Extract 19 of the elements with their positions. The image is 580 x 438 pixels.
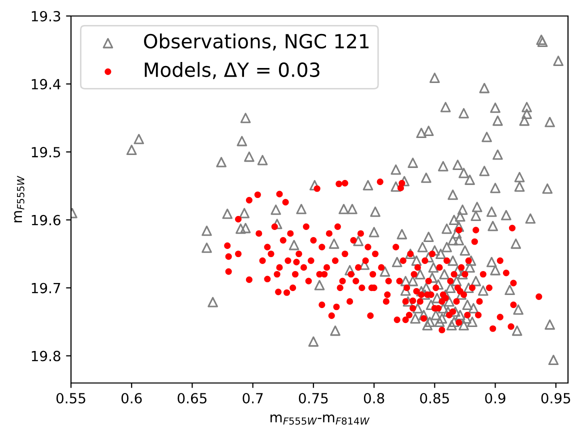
x-tick-label: 0.7 bbox=[242, 392, 263, 404]
legend-label: Models, ΔY = 0.03 bbox=[144, 62, 320, 80]
y-tick-label: 19.7 bbox=[32, 282, 60, 294]
y-tick-label: 19.8 bbox=[32, 350, 60, 362]
y-tick-label: 19.6 bbox=[32, 214, 60, 226]
y-axis-title: m$_{F555W}$ bbox=[14, 176, 24, 222]
y-tick-label: 19.3 bbox=[32, 10, 60, 22]
x-tick-label: 0.75 bbox=[298, 392, 328, 404]
x-tick-label: 0.85 bbox=[420, 392, 449, 404]
y-tick-label: 19.5 bbox=[32, 146, 60, 158]
x-tick-label: 0.65 bbox=[178, 392, 206, 404]
x-tick-label: 0.6 bbox=[121, 392, 142, 404]
y-tick-label: 19.4 bbox=[32, 78, 60, 90]
x-tick-label: 0.95 bbox=[541, 392, 570, 404]
x-tick-label: 0.9 bbox=[485, 392, 506, 404]
x-tick-label: 0.8 bbox=[364, 392, 384, 404]
x-axis-title: m$_{F555W}$-m$_{F814W}$ bbox=[270, 414, 370, 425]
legend-label: Observations, NGC 121 bbox=[144, 34, 369, 51]
x-tick-label: 0.55 bbox=[56, 392, 86, 404]
